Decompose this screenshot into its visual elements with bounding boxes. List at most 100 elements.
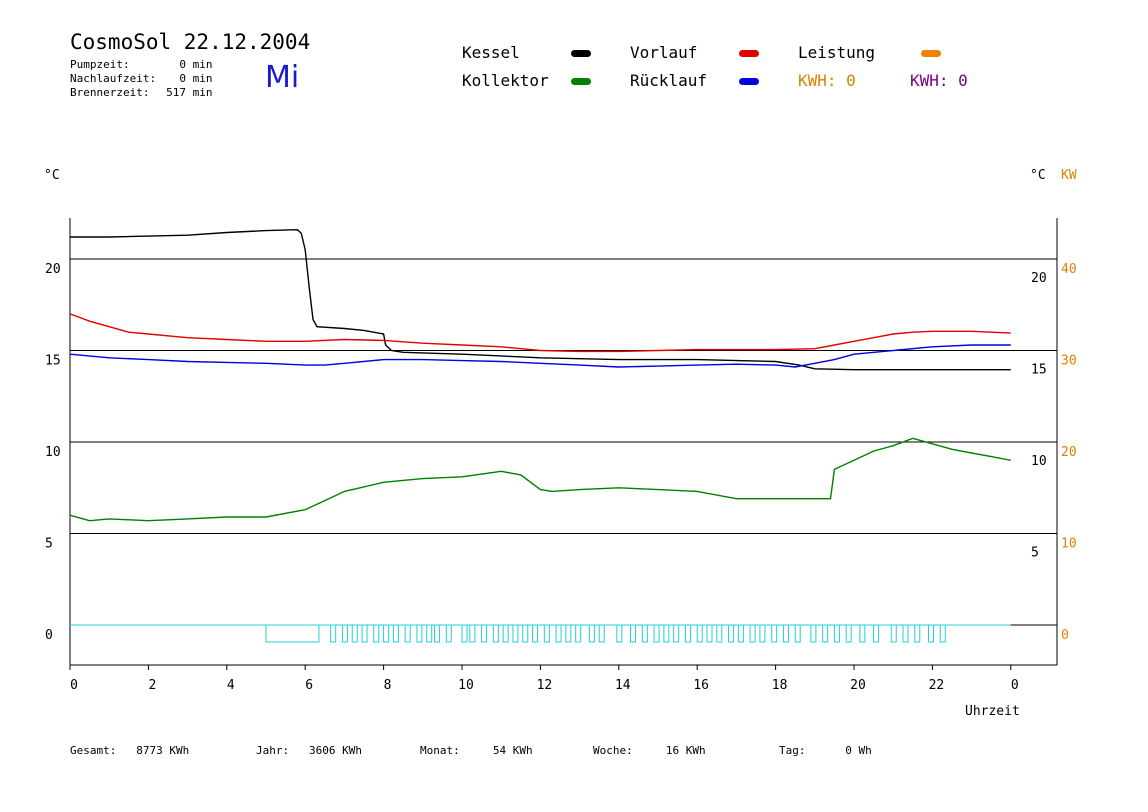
legend-leistung-swatch	[921, 50, 941, 57]
pump-pulse	[810, 624, 817, 643]
weekday-label: Mi	[265, 60, 300, 95]
series-line-rcklauf	[69, 344, 1011, 368]
x-tick-label: 6	[305, 678, 313, 693]
legend-kessel-swatch	[571, 50, 591, 57]
x-tick-label: 20	[850, 678, 866, 693]
pump-pulse	[782, 624, 789, 643]
x-tick-label: 18	[772, 678, 788, 693]
x-tick-label: 0	[1011, 678, 1019, 693]
pump-pulse	[416, 624, 423, 643]
pump-pulse	[873, 624, 880, 643]
pump-pulse	[588, 624, 595, 643]
legend-kollektor-swatch	[571, 78, 591, 85]
pump-pulse	[673, 624, 680, 643]
pump-pulse	[706, 624, 713, 643]
footer-tag: Tag: 0 Wh	[779, 744, 872, 757]
kw-tick-label: 40	[1061, 262, 1077, 277]
y-tick-label: 10	[45, 445, 61, 460]
y-right-tick-label: 10	[1031, 454, 1047, 469]
pump-pulse	[902, 624, 909, 643]
pump-pulse	[759, 624, 766, 643]
legend-vorlauf-label: Vorlauf	[630, 43, 698, 62]
legend-kollektor-label: Kollektor	[462, 71, 549, 90]
left-axis-unit: °C	[44, 168, 60, 183]
series-line-vorlauf	[69, 313, 1011, 353]
pump-pulse	[716, 624, 723, 643]
pump-pulse	[351, 624, 358, 643]
pump-pulse	[653, 624, 660, 643]
pump-pulse	[481, 624, 488, 643]
pump-pulse	[434, 624, 441, 643]
pump-pulse	[445, 624, 452, 643]
pump-pulse	[927, 624, 934, 643]
x-tick-label: 8	[384, 678, 392, 693]
pump-pulse	[684, 624, 691, 643]
stat-pumpzeit: Pumpzeit: 0 min	[70, 58, 213, 71]
pump-pulse	[361, 624, 368, 643]
pump-pulse	[728, 624, 735, 643]
pump-pulse	[341, 624, 348, 643]
legend-kwh-orange: KWH: 0	[798, 71, 856, 90]
y-right-tick-label: 15	[1031, 363, 1047, 378]
right-axis-unit-celsius: °C	[1030, 168, 1046, 183]
pump-pulse	[522, 624, 529, 643]
pump-pulse	[373, 624, 380, 643]
pump-pulse	[663, 624, 670, 643]
x-tick-label: 2	[148, 678, 156, 693]
pump-pulse	[616, 624, 623, 643]
legend-ruecklauf-swatch	[739, 78, 759, 85]
y-tick-label: 15	[45, 354, 61, 369]
series-line-kollektor	[69, 437, 1011, 522]
footer-gesamt: Gesamt: 8773 KWh	[70, 744, 190, 757]
x-tick-label: 16	[693, 678, 709, 693]
pump-pulse	[890, 624, 897, 643]
pump-pulse	[598, 624, 605, 643]
pump-pulse	[469, 624, 476, 643]
legend-kessel-label: Kessel	[462, 43, 520, 62]
pump-pulse	[532, 624, 539, 643]
pump-pulse	[737, 624, 744, 643]
y-right-tick-label: 5	[1031, 546, 1039, 561]
legend-leistung-label: Leistung	[798, 43, 876, 62]
y-tick-label: 20	[45, 262, 61, 277]
burner-block	[265, 624, 320, 643]
pump-pulse	[859, 624, 866, 643]
pump-pulse	[641, 624, 648, 643]
series-line-kessel	[70, 228, 1011, 371]
pump-pulse	[543, 624, 550, 643]
legend-vorlauf-swatch	[739, 50, 759, 57]
legend-ruecklauf-label: Rücklauf	[630, 71, 708, 90]
stat-brennerzeit: Brennerzeit: 517 min	[70, 86, 213, 99]
y-tick-label: 5	[45, 537, 53, 552]
x-tick-label: 0	[70, 678, 78, 693]
footer-woche: Woche: 16 KWh	[593, 744, 706, 757]
x-tick-label: 10	[458, 678, 474, 693]
kw-tick-label: 30	[1061, 354, 1077, 369]
footer-jahr: Jahr: 3606 KWh	[256, 744, 362, 757]
pump-pulse	[794, 624, 801, 643]
pump-pulse	[461, 624, 468, 643]
legend-kwh-purple: KWH: 0	[910, 71, 968, 90]
kw-tick-label: 20	[1061, 445, 1077, 460]
footer-monat: Monat: 54 KWh	[420, 744, 533, 757]
pump-pulse	[696, 624, 703, 643]
y-right-tick-label: 20	[1031, 271, 1047, 286]
pump-pulse	[383, 624, 390, 643]
pump-pulse	[749, 624, 756, 643]
pump-pulse	[822, 624, 829, 643]
x-tick-label: 12	[537, 678, 553, 693]
pump-pulse	[492, 624, 499, 643]
right-axis-unit-kw: KW	[1061, 168, 1077, 183]
stat-nachlaufzeit: Nachlaufzeit: 0 min	[70, 72, 213, 85]
y-tick-label: 0	[45, 628, 53, 643]
x-axis-label: Uhrzeit	[965, 704, 1020, 719]
pump-pulse	[330, 624, 337, 643]
pump-pulse	[565, 624, 572, 643]
pump-pulse	[939, 624, 946, 643]
pump-pulse	[833, 624, 840, 643]
x-tick-label: 22	[929, 678, 945, 693]
kw-tick-label: 0	[1061, 628, 1069, 643]
pump-pulse	[404, 624, 411, 643]
pump-pulse	[426, 624, 433, 643]
